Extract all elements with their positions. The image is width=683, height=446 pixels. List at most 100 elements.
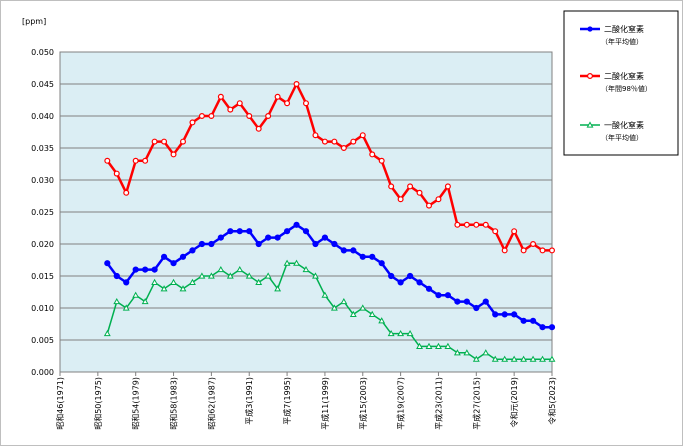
data-point (349, 310, 357, 317)
data-point (331, 240, 338, 248)
data-point (416, 342, 423, 349)
data-point (217, 93, 224, 100)
data-point (189, 278, 196, 285)
data-point (388, 183, 395, 190)
y-tick-label: 0.050 (31, 48, 54, 57)
data-point (208, 240, 215, 248)
data-point (284, 100, 291, 107)
data-point (331, 138, 338, 145)
data-point (113, 170, 120, 177)
data-point (283, 228, 291, 235)
legend-box (563, 10, 679, 156)
data-point (501, 247, 508, 254)
legend-sublabel: （年間98％値） (601, 84, 652, 93)
legend-label: 二酸化窒素 (604, 71, 644, 81)
data-point (387, 329, 395, 337)
data-point (170, 278, 177, 285)
data-point (303, 100, 310, 107)
data-point (179, 253, 187, 260)
data-point (160, 253, 168, 260)
data-point (151, 138, 158, 145)
data-point (104, 157, 111, 164)
data-point (132, 157, 139, 164)
data-point (236, 100, 243, 107)
data-point (123, 189, 130, 196)
series-1 (104, 80, 555, 254)
data-point (264, 272, 272, 279)
data-point (170, 151, 177, 158)
data-point (425, 285, 433, 292)
data-point (340, 297, 348, 305)
data-point (340, 145, 347, 152)
data-point (463, 298, 470, 305)
data-point (511, 311, 518, 318)
data-point (378, 157, 385, 164)
x-tick-label: 昭和54(1979) (132, 377, 141, 430)
series-layer (103, 80, 556, 362)
data-point (179, 285, 187, 292)
data-point (302, 228, 310, 235)
data-point (435, 342, 442, 349)
data-point (530, 241, 537, 248)
data-point (501, 311, 508, 318)
data-point (473, 221, 480, 228)
data-point (350, 138, 357, 145)
data-point (453, 349, 461, 356)
data-point (511, 228, 518, 235)
x-tick-label: 令和元(2019) (509, 377, 519, 428)
data-point (548, 355, 556, 362)
legend-label: 一酸化窒素 (604, 120, 644, 130)
data-point (397, 329, 405, 337)
data-point (321, 291, 329, 298)
data-point (472, 355, 480, 362)
data-point (255, 278, 263, 285)
y-tick-label: 0.010 (31, 304, 54, 313)
data-point (539, 247, 546, 254)
data-point (236, 228, 243, 235)
data-point (227, 228, 234, 235)
data-point (142, 266, 149, 273)
data-point (482, 349, 490, 356)
data-point (359, 304, 367, 311)
data-point (510, 355, 518, 362)
data-point (378, 317, 386, 324)
legend-sublabel: （年平均値） (601, 133, 643, 142)
data-point (397, 196, 404, 203)
y-tick-label: 0.025 (31, 208, 54, 217)
x-tick-label: 平成23(2011) (433, 377, 443, 430)
data-point (170, 260, 177, 267)
x-tick-label: 昭和46(1971) (56, 377, 65, 430)
data-point (180, 138, 187, 145)
grid-lines (60, 83, 552, 341)
data-point (151, 266, 158, 273)
data-point (104, 260, 111, 267)
data-point (369, 253, 376, 260)
data-point (255, 125, 262, 132)
data-point (416, 189, 423, 196)
data-point (340, 247, 347, 254)
y-axis-ticks: 0.000 0.005 0.010 0.015 0.020 0.025 0.030 0.035… (31, 48, 54, 377)
data-point (406, 272, 414, 280)
y-tick-label: 0.005 (31, 336, 54, 345)
y-tick-label: 0.030 (31, 176, 54, 185)
legend-marker (586, 121, 594, 128)
data-point (208, 112, 215, 119)
series-line (106, 262, 552, 360)
legend-item-1: 二酸化窒素 （年間98％値） (580, 71, 652, 93)
x-tick-label: 平成27(2015) (471, 377, 481, 430)
data-point (312, 272, 319, 279)
data-point (236, 265, 244, 273)
y-tick-label: 0.040 (31, 112, 54, 121)
data-point (350, 247, 357, 254)
data-point (368, 310, 376, 317)
data-point (265, 112, 272, 119)
data-point (435, 196, 442, 203)
data-point (198, 272, 206, 279)
data-point (492, 311, 499, 318)
x-tick-label: 平成15(2003) (358, 377, 368, 430)
data-point (217, 234, 224, 241)
legend-marker (587, 26, 593, 32)
data-point (161, 138, 168, 145)
data-point (520, 317, 527, 324)
